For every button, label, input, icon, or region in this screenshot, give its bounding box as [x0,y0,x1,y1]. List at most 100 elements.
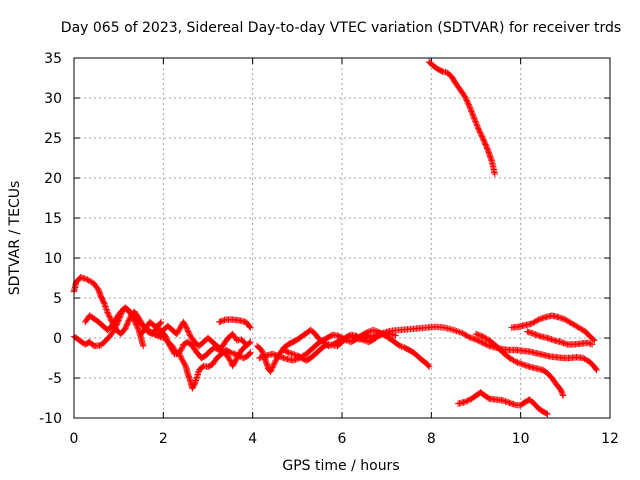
data-point [463,332,470,339]
y-tick-label: 20 [44,171,62,187]
data-point [140,342,147,350]
data-point [558,388,565,395]
data-point [461,93,468,100]
data-point [247,349,254,356]
data-point [530,319,537,326]
data-point [456,328,463,336]
data-point [570,321,577,328]
x-tick-label: 0 [70,431,79,447]
x-tick-label: 8 [427,431,436,447]
gridlines [74,58,610,418]
data-point [574,323,581,330]
data-point [88,278,95,286]
data-point [475,125,482,132]
data-point [181,321,189,328]
data-point [593,366,600,374]
data-point [259,349,266,356]
y-tick-label: -10 [39,411,62,427]
data-point [133,322,141,330]
data-point [126,309,133,316]
data-point [177,353,184,360]
data-point [186,331,193,338]
data-point [130,315,137,323]
data-point [344,334,352,341]
data-point [576,325,584,332]
data-point [463,97,470,104]
data-point [247,338,254,346]
data-point [102,304,110,312]
data-point [269,362,277,370]
data-point [247,324,254,331]
data-point [477,130,484,138]
data-point [178,354,185,362]
data-point [543,410,550,417]
data-point [132,319,139,327]
data-point [291,351,298,358]
data-point [472,119,480,126]
data-point [228,349,235,357]
data-point [349,333,356,341]
data-point [476,338,484,345]
data-point [472,336,480,343]
data-point [109,321,116,328]
data-point [452,327,459,334]
y-tick-label: 5 [53,291,62,307]
series-arc-15 [454,389,551,418]
data-point [480,340,488,347]
data-point [236,350,243,358]
data-point [229,362,236,370]
data-point [111,318,118,326]
x-tick-label: 4 [248,431,257,447]
data-point [460,330,468,338]
data-point [232,357,239,364]
data-point [528,320,535,327]
series-arc-9 [256,326,433,370]
data-point [478,132,485,139]
data-point [100,299,107,306]
data-point [563,317,570,324]
data-point [134,325,142,332]
series-arc-11 [361,323,600,374]
data-point [473,122,481,129]
data-point [580,354,587,362]
data-point [562,316,569,323]
data-point [234,353,241,360]
y-axis-title: SDTVAR / TECUs [7,181,23,296]
data-point [559,391,566,398]
data-point [176,325,183,332]
data-point [544,410,551,418]
data-point [564,318,572,325]
data-point [162,334,170,341]
data-point [464,397,471,404]
data-point [465,101,472,108]
x-tick-label: 6 [338,431,347,447]
data-point [463,398,470,405]
series-arc-7 [216,316,254,331]
plot-frame [73,57,611,419]
series-arc-16 [425,58,498,178]
data-point [459,330,466,337]
data-point [567,319,574,326]
data-point [173,330,180,338]
data-point [106,313,113,320]
data-point [474,337,481,344]
y-tick-label: 35 [44,51,62,67]
data-point [353,335,361,342]
data-point [185,328,192,335]
data-point [482,334,489,342]
data-point [171,346,178,354]
data-point [185,329,193,337]
data-point [491,170,498,178]
data-point [184,326,191,334]
data-point [105,311,112,319]
data-point [128,313,136,320]
series-arc-3 [82,304,147,350]
data-point [461,398,468,406]
data-point [271,360,278,367]
data-point [104,310,112,317]
data-point [483,335,490,342]
data-point [86,278,94,285]
data-point [269,364,276,371]
